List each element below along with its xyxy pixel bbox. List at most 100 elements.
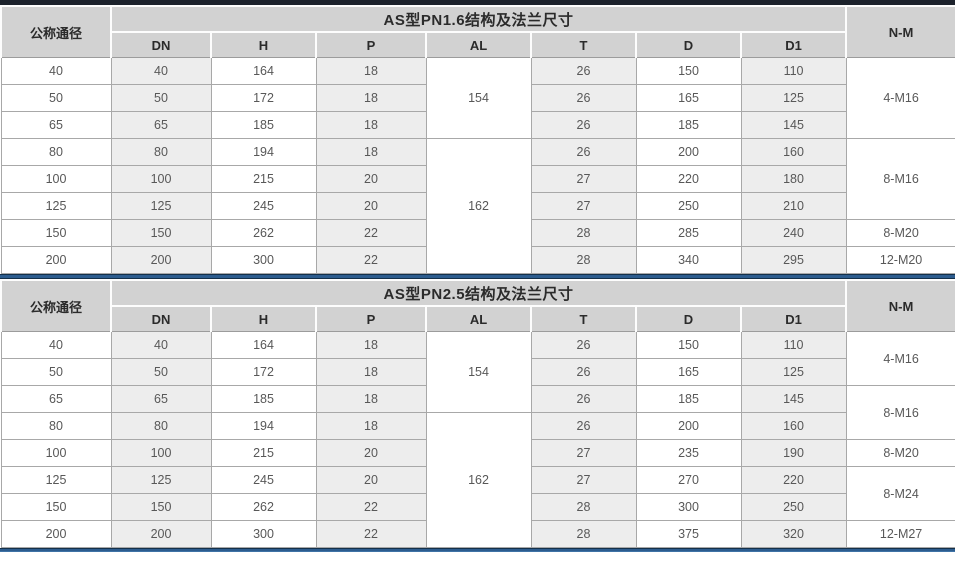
- d-cell: 270: [635, 466, 742, 494]
- table-body-pn25: 40 40 164 18 154 26 150 110 4-M16 50 50 172 18 26 165 1…: [0, 331, 955, 548]
- t-cell: 27: [530, 192, 637, 220]
- spec-table-pn25: 公称通径 AS型PN2.5结构及法兰尺寸 N-M DN H P AL T D D…: [0, 279, 955, 548]
- d-cell: 235: [635, 439, 742, 467]
- h-cell: 185: [210, 385, 317, 413]
- nominal-diameter-cell: 125: [0, 192, 112, 220]
- d1-cell: 190: [740, 439, 847, 467]
- d-cell: 185: [635, 111, 742, 139]
- d1-cell: 210: [740, 192, 847, 220]
- t-cell: 26: [530, 111, 637, 139]
- h-cell: 245: [210, 192, 317, 220]
- nm-merged-cell: 8-M16: [845, 138, 955, 220]
- d1-cell: 320: [740, 520, 847, 548]
- nominal-diameter-cell: 200: [0, 520, 112, 548]
- p-cell: 18: [315, 412, 427, 440]
- p-cell: 18: [315, 57, 427, 85]
- h-cell: 194: [210, 138, 317, 166]
- table-title-pn16: AS型PN1.6结构及法兰尺寸: [109, 5, 848, 33]
- table-row: 40 40 164 18 154 26 150 110 4-M16: [0, 331, 955, 413]
- nominal-diameter-cell: 150: [0, 219, 112, 247]
- p-cell: 22: [315, 219, 427, 247]
- h-cell: 262: [210, 493, 317, 521]
- dn-cell: 100: [110, 165, 212, 193]
- table-row: 80 80 194 18 162 26 200 160: [0, 412, 955, 548]
- p-cell: 18: [315, 331, 427, 359]
- h-cell: 215: [210, 439, 317, 467]
- nominal-diameter-cell: 65: [0, 385, 112, 413]
- dn-cell: 50: [110, 358, 212, 386]
- t-cell: 27: [530, 439, 637, 467]
- dn-cell: 150: [110, 219, 212, 247]
- table-row: 100 100 215 20 27 220 180: [0, 165, 955, 193]
- d-cell: 340: [635, 246, 742, 274]
- d-cell: 165: [635, 358, 742, 386]
- d1-cell: 110: [740, 57, 847, 85]
- col-header-nm: N-M: [845, 5, 955, 58]
- d1-cell: 240: [740, 219, 847, 247]
- col-header-al: AL: [425, 31, 532, 58]
- h-cell: 172: [210, 84, 317, 112]
- d-cell: 200: [635, 412, 742, 440]
- d1-cell: 145: [740, 111, 847, 139]
- d1-cell: 110: [740, 331, 847, 359]
- d-cell: 250: [635, 192, 742, 220]
- t-cell: 26: [530, 57, 637, 85]
- dn-cell: 40: [110, 57, 212, 85]
- dn-cell: 200: [110, 246, 212, 274]
- table-body-pn16: 40 40 164 18 154 26 150 110 4-M16 50 50 172 18 26 165 1…: [0, 57, 955, 274]
- col-header-h: H: [210, 31, 317, 58]
- nm-merged-cell: 8-M20: [845, 219, 955, 247]
- h-cell: 164: [210, 331, 317, 359]
- nominal-diameter-cell: 150: [0, 493, 112, 521]
- table-row: 150 150 262 22 28 300 250: [0, 493, 955, 521]
- t-cell: 26: [530, 331, 637, 359]
- t-cell: 26: [530, 358, 637, 386]
- col-header-nm: N-M: [845, 279, 955, 332]
- t-cell: 28: [530, 493, 637, 521]
- d-cell: 185: [635, 385, 742, 413]
- d1-cell: 145: [740, 385, 847, 413]
- nominal-diameter-cell: 100: [0, 439, 112, 467]
- d1-cell: 295: [740, 246, 847, 274]
- p-cell: 20: [315, 192, 427, 220]
- h-cell: 245: [210, 466, 317, 494]
- p-cell: 18: [315, 111, 427, 139]
- p-cell: 20: [315, 439, 427, 467]
- col-header-p: P: [315, 31, 427, 58]
- p-cell: 22: [315, 493, 427, 521]
- nominal-diameter-cell: 50: [0, 84, 112, 112]
- nominal-diameter-cell: 100: [0, 165, 112, 193]
- d-cell: 300: [635, 493, 742, 521]
- t-cell: 28: [530, 246, 637, 274]
- table-row: 200 200 300 22 28 375 320 12-M27: [0, 520, 955, 548]
- t-cell: 26: [530, 138, 637, 166]
- al-merged-cell: 154: [425, 331, 532, 413]
- dn-cell: 200: [110, 520, 212, 548]
- p-cell: 20: [315, 466, 427, 494]
- h-cell: 262: [210, 219, 317, 247]
- d1-cell: 160: [740, 412, 847, 440]
- col-header-dn: DN: [110, 305, 212, 332]
- d-cell: 220: [635, 165, 742, 193]
- t-cell: 27: [530, 466, 637, 494]
- dn-cell: 125: [110, 192, 212, 220]
- d-cell: 200: [635, 138, 742, 166]
- col-header-d: D: [635, 31, 742, 58]
- col-header-t: T: [530, 305, 637, 332]
- table-title-pn25: AS型PN2.5结构及法兰尺寸: [109, 279, 848, 307]
- h-cell: 164: [210, 57, 317, 85]
- dn-cell: 65: [110, 385, 212, 413]
- h-cell: 172: [210, 358, 317, 386]
- nominal-diameter-cell: 80: [0, 412, 112, 440]
- dn-cell: 150: [110, 493, 212, 521]
- d-cell: 150: [635, 331, 742, 359]
- d1-cell: 180: [740, 165, 847, 193]
- nm-merged-cell: 12-M20: [845, 246, 955, 274]
- col-header-d: D: [635, 305, 742, 332]
- dn-cell: 100: [110, 439, 212, 467]
- col-header-al: AL: [425, 305, 532, 332]
- table-row: 125 125 245 20 27 270 220 8-M24: [0, 466, 955, 521]
- p-cell: 18: [315, 138, 427, 166]
- nominal-diameter-cell: 65: [0, 111, 112, 139]
- table-row: 80 80 194 18 162 26 200 160 8-M16: [0, 138, 955, 274]
